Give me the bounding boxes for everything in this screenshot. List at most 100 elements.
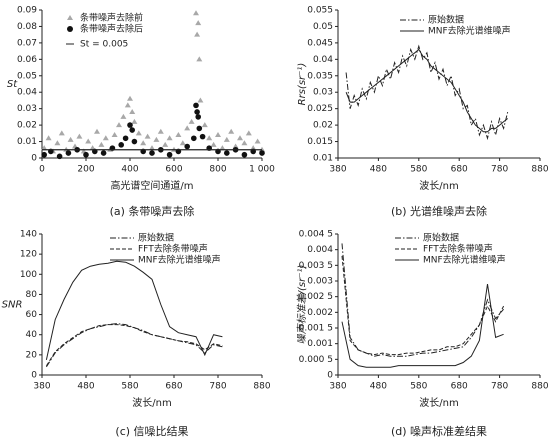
legend-label: MNF去除光谱维噪声 — [428, 25, 511, 37]
y-tick-label: 0.025 — [307, 104, 333, 114]
point — [111, 131, 118, 137]
y-tick-label: 0.002 5 — [299, 292, 333, 302]
point — [45, 135, 52, 141]
y-tick-label: 0 — [327, 371, 333, 381]
y-tick-label: 0.045 — [307, 38, 333, 48]
x-tick-label: 480 — [370, 165, 387, 175]
x-tick-label: 480 — [77, 382, 94, 392]
y-tick-label: 0.08 — [17, 22, 37, 32]
point — [245, 130, 252, 136]
x-tick-label: 580 — [121, 382, 138, 392]
y-tick-label: 140 — [20, 230, 37, 240]
x-tick-label: 680 — [165, 382, 182, 392]
point — [199, 133, 206, 140]
y-tick-label: 0 — [31, 154, 37, 164]
y-tick-label: 0.035 — [307, 71, 333, 81]
point — [76, 133, 83, 139]
point — [193, 10, 199, 16]
x-axis-label: 波长/nm — [419, 179, 458, 192]
x-tick-label: 380 — [33, 382, 50, 392]
point — [162, 141, 169, 147]
x-tick-label: 880 — [253, 382, 270, 392]
series-line — [45, 260, 223, 361]
legend-label: MNF去除光谱维噪声 — [138, 254, 221, 266]
y-tick-label: 0.01 — [17, 137, 37, 147]
y-tick-label: 0.04 — [313, 55, 333, 65]
point — [149, 145, 155, 151]
legend-label: 条带噪声去除前 — [80, 12, 143, 24]
point — [102, 135, 109, 141]
y-tick-label: 0.05 — [313, 22, 333, 32]
y-tick-label: 0.05 — [17, 71, 37, 81]
x-tick-label: 880 — [531, 165, 548, 175]
y-axis-label: St — [7, 79, 18, 90]
caption: (d) 噪声标准差结果 — [391, 424, 487, 438]
point — [193, 102, 199, 109]
point — [241, 140, 248, 146]
x-tick-label: 680 — [451, 165, 468, 175]
legend-marker — [67, 15, 73, 20]
y-tick-label: 0.04 — [17, 88, 37, 98]
point — [197, 97, 204, 103]
legend-marker — [67, 26, 73, 32]
x-tick-label: 580 — [410, 165, 427, 175]
x-tick-label: 600 — [165, 165, 182, 175]
series-line — [341, 243, 504, 357]
legend-label: St = 0.005 — [80, 40, 128, 50]
y-tick-label: 0.003 — [307, 277, 333, 287]
point — [201, 122, 208, 128]
point — [120, 113, 127, 119]
point — [228, 128, 235, 134]
y-tick-label: 40 — [26, 330, 38, 340]
point — [124, 102, 131, 108]
point — [166, 135, 173, 141]
point — [129, 127, 135, 133]
x-tick-label: 580 — [410, 382, 427, 392]
legend-label: FFT去除条带噪声 — [423, 243, 493, 255]
point — [144, 133, 151, 139]
point — [179, 140, 186, 146]
x-tick-label: 380 — [329, 382, 346, 392]
caption: (c) 信噪比结果 — [115, 425, 188, 438]
panel: 0 20 40 60 80 100 120 140 380 480 580 680 780 880 波长/n… — [2, 230, 271, 439]
x-tick-label: 1 000 — [249, 165, 275, 175]
point — [254, 138, 261, 144]
point — [196, 56, 203, 62]
y-tick-label: 0.001 — [307, 339, 333, 349]
point — [65, 150, 72, 156]
point — [54, 140, 61, 146]
x-tick-label: 200 — [77, 165, 94, 175]
point — [58, 130, 65, 136]
y-axis-label: 噪声标准差/(sr⁻¹) — [296, 265, 308, 345]
legend-label: 原始数据 — [138, 232, 174, 244]
point — [194, 31, 201, 37]
point — [224, 150, 230, 156]
series-line — [45, 323, 223, 368]
series-line — [345, 44, 509, 141]
y-tick-label: 0.07 — [17, 38, 37, 48]
point — [232, 143, 239, 149]
x-tick-label: 0 — [39, 165, 45, 175]
y-tick-label: 0.055 — [307, 6, 333, 16]
x-tick-label: 800 — [209, 165, 226, 175]
point — [41, 145, 48, 151]
y-tick-label: 0.000 5 — [299, 355, 333, 365]
y-tick-label: 0.02 — [17, 121, 37, 131]
y-tick-label: 0.002 — [307, 308, 333, 318]
y-axis-label: Rrs(sr⁻¹) — [297, 63, 308, 106]
x-axis-label: 高光谱空间通道/m — [110, 179, 193, 192]
x-tick-label: 680 — [451, 382, 468, 392]
y-tick-label: 0.001 5 — [299, 324, 333, 334]
x-tick-label: 380 — [329, 165, 346, 175]
y-tick-label: 0.01 — [313, 154, 333, 164]
series-line — [345, 48, 509, 133]
y-tick-label: 0.015 — [307, 137, 333, 147]
point — [127, 122, 133, 128]
x-tick-label: 880 — [531, 382, 548, 392]
y-tick-label: 0.03 — [313, 88, 333, 98]
point — [188, 118, 195, 124]
y-tick-label: 20 — [26, 350, 38, 360]
y-tick-label: 60 — [26, 310, 38, 320]
legend-label: FFT去除条带噪声 — [138, 243, 208, 255]
x-tick-label: 780 — [209, 382, 226, 392]
